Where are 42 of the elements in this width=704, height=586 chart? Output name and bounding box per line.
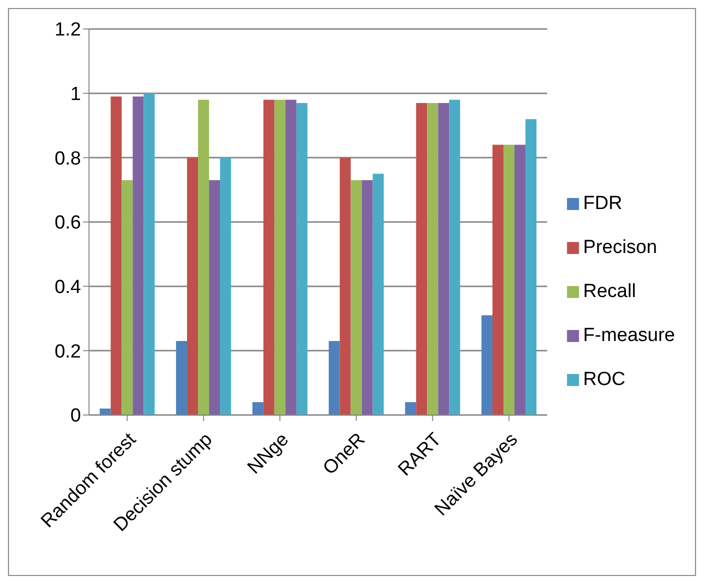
bar — [362, 180, 373, 415]
bar — [514, 144, 526, 415]
bar — [100, 408, 111, 415]
bar — [481, 315, 492, 415]
y-tick-label: 0.8 — [54, 148, 81, 170]
bar — [144, 93, 155, 415]
legend-label: FDR — [583, 193, 622, 214]
bar — [122, 180, 133, 415]
bar — [296, 102, 308, 415]
bar — [252, 402, 264, 415]
bar — [416, 102, 428, 415]
legend-label: F-measure — [583, 325, 675, 346]
bar — [427, 102, 438, 415]
bar — [110, 96, 122, 415]
y-tick-label: 0 — [70, 406, 81, 427]
bar — [274, 100, 286, 415]
bar — [198, 100, 210, 415]
y-tick-label: 1 — [70, 84, 81, 106]
bar — [340, 158, 351, 415]
bar — [503, 144, 514, 415]
bar — [209, 180, 220, 415]
bar — [525, 119, 536, 415]
bar — [220, 158, 232, 415]
legend-label: Precison — [583, 237, 658, 258]
bar — [350, 180, 362, 415]
bar — [492, 144, 504, 415]
y-tick-label: 0.2 — [54, 341, 81, 362]
legend-label: ROC — [583, 369, 626, 390]
bar — [176, 341, 188, 415]
bar — [263, 100, 274, 415]
bar — [132, 96, 144, 415]
bar — [328, 341, 340, 415]
y-tick-label: 0.4 — [54, 277, 82, 298]
bar — [438, 102, 450, 415]
y-tick-label: 1.2 — [54, 20, 81, 41]
bar — [285, 100, 296, 415]
bar — [405, 402, 416, 415]
y-tick-label: 0.6 — [54, 212, 81, 234]
legend-label: Recall — [583, 281, 636, 302]
bar — [449, 100, 460, 415]
bar — [372, 174, 384, 415]
bar — [187, 158, 198, 415]
